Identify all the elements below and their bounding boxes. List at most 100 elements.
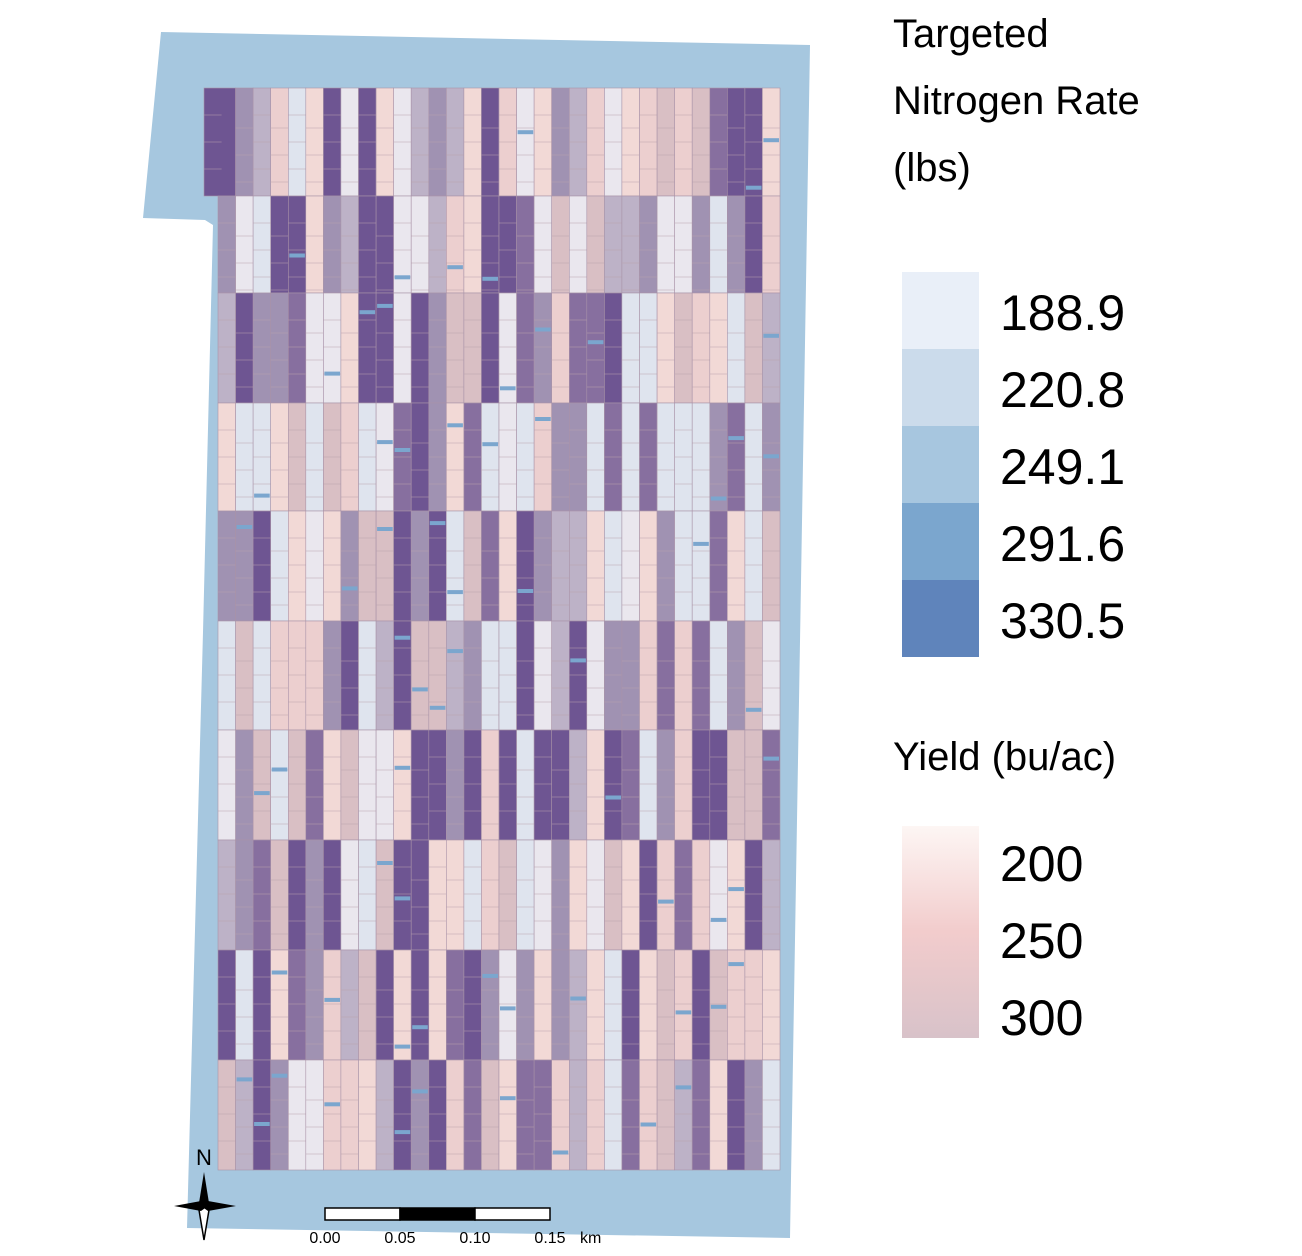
trial-plot-cell [516,839,535,951]
trial-plot-cell [621,839,640,951]
trial-plot-cell [551,510,570,622]
nitrogen-mark [640,1122,657,1127]
trial-plot-cell [252,949,272,1061]
nitrogen-mark [605,795,621,800]
trial-plot-cell [568,510,588,622]
trial-plot-cell [358,292,377,404]
trial-plot-cell [270,292,289,404]
trial-plot-cell [726,839,746,951]
trial-plot-cell [287,729,307,841]
trial-plot-cell [639,620,658,731]
trial-plot-cell [340,839,359,951]
trial-plot-cell [604,839,623,951]
nitrogen-mark [745,707,762,712]
trial-plot-cell [358,510,377,622]
trial-plot-cell [568,839,588,951]
trial-plot-cell [516,620,535,731]
trial-plot-cell [762,839,781,951]
trial-plot-cell [410,292,430,404]
trial-plot-cell [410,402,430,512]
trial-plot-cell [568,729,588,841]
nitrogen-mark [763,138,779,143]
trial-plot-cell [305,620,324,731]
trial-plot-cell [726,1059,746,1171]
trial-plot-cell [410,949,430,1061]
trial-plot-cell [516,195,535,294]
trial-plot-cell [217,195,236,294]
trial-plot-cell [586,195,605,294]
trial-plot-cell [744,729,763,841]
trial-plot-cell [621,510,640,622]
trial-plot-cell [674,949,693,1061]
trial-plot-cell [726,620,746,731]
trial-plot-cell [762,1059,781,1171]
nitrogen-swatch-5 [902,580,979,657]
trial-plot-cell [568,949,588,1061]
trial-plot-cell [498,729,517,841]
trial-plot-cell [235,292,254,404]
trial-plot-cell [445,292,465,404]
trial-plot-cell [691,949,711,1061]
trial-plot-cell [481,949,500,1061]
trial-plot-cell [691,510,711,622]
nitrogen-label-4: 291.6 [1000,516,1126,572]
trial-plot-cell [410,510,430,622]
yield-label-3: 300 [1000,990,1084,1046]
trial-plot-cell [551,949,570,1061]
trial-plot-cell [656,729,675,841]
trial-plot-cell [358,195,377,294]
trial-plot-cell [744,1059,763,1171]
nitrogen-mark [377,440,393,445]
trial-plot-cell [691,87,711,197]
trial-plot-cell [358,949,377,1061]
trial-plot-cell [217,839,236,951]
trial-plot-cell [709,839,728,951]
nitrogen-label-1: 188.9 [1000,285,1126,341]
trial-plot-cell [428,195,447,294]
trial-plot-cell [639,510,658,622]
nitrogen-mark [447,649,463,654]
trial-plot-cell [656,87,675,197]
trial-plot-cell [375,195,395,294]
trial-plot-cell [358,620,377,731]
nitrogen-mark [271,970,288,975]
trial-plot-cell [621,292,640,404]
trial-plot-cell [375,620,395,731]
trial-plot-cell [586,620,605,731]
trial-plot-cell [323,839,342,951]
trial-plot-cell [709,1059,728,1171]
nitrogen-mark [447,590,463,595]
trial-plot-cell [445,402,465,512]
trial-plot-cell [744,510,763,622]
trial-plot-cell [568,195,588,294]
trial-plot-cell [691,729,711,841]
nitrogen-mark [482,973,498,978]
trial-plot-cell [305,1059,324,1171]
trial-plot-cell [586,729,605,841]
trial-plot-cell [604,292,623,404]
trial-plot-cell [498,620,517,731]
trial-plot-cell [375,1059,395,1171]
trial-plot-cell [340,949,359,1061]
trial-plot-cell [445,195,465,294]
trial-plot-cell [340,195,359,294]
trial-plot-cell [604,620,623,731]
scale-bar: 0.00 0.05 0.10 0.15 km [309,1207,601,1247]
nitrogen-mark [394,765,411,770]
trial-plot-cell [270,620,289,731]
trial-plot-cell [428,1059,447,1171]
trial-plot-cell [393,729,412,841]
trial-plot-cell [445,949,465,1061]
nitrogen-swatch-2 [902,349,979,426]
trial-plot-cell [674,292,693,404]
nitrogen-mark [412,1089,428,1094]
trial-plot-cell [621,620,640,731]
nitrogen-mark [341,586,358,591]
trial-plot-cell [551,87,570,197]
nitrogen-mark [763,756,779,761]
trial-plot-cell [287,949,307,1061]
trial-plot-cell [568,620,588,731]
trial-plot-cell [604,1059,623,1171]
trial-plot-cell [217,729,236,841]
trial-plot-cell [287,1059,307,1171]
